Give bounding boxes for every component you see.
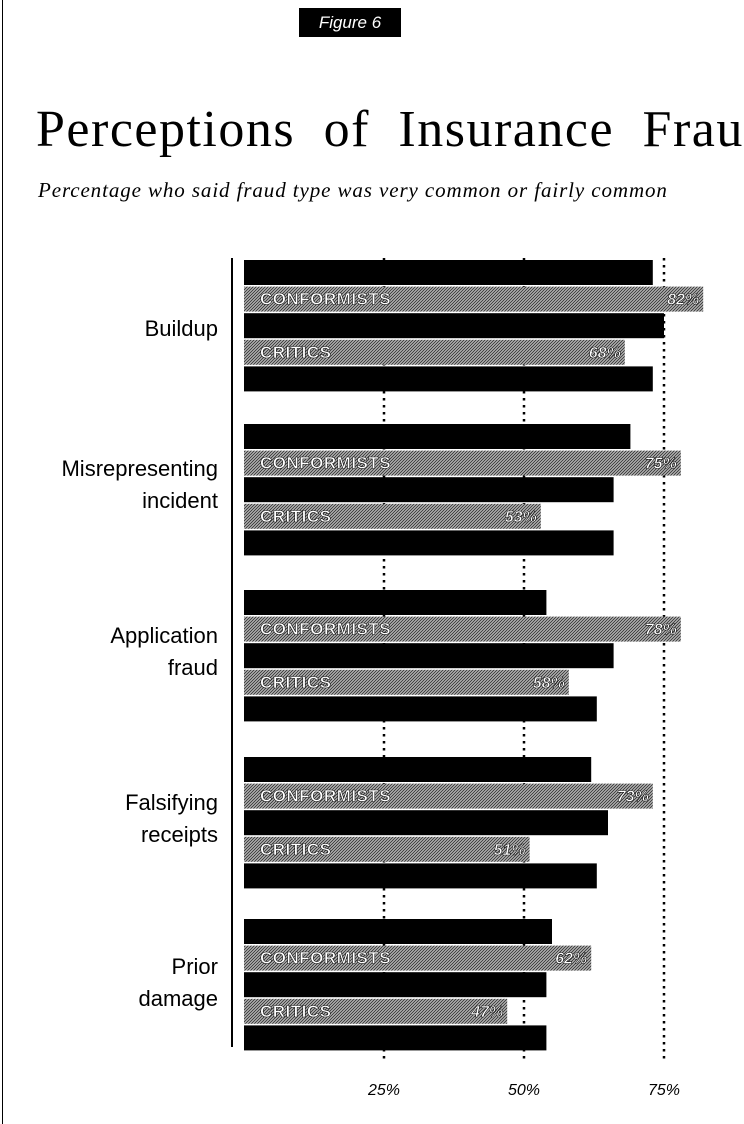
data-label: 51% [494, 842, 526, 859]
x-tick-label: 75% [648, 1082, 680, 1099]
data-label: 47% [470, 1004, 503, 1021]
data-label: 62% [555, 951, 587, 968]
x-tick-label: 50% [508, 1082, 540, 1099]
critics-bar [244, 669, 569, 695]
background-bar [244, 810, 608, 836]
background-bar [244, 477, 614, 503]
background-bar [244, 696, 597, 722]
data-label: 53% [505, 509, 537, 526]
data-label: 78% [645, 622, 677, 639]
conformists-bar [244, 616, 681, 642]
series-name-label: CRITICS [260, 840, 332, 859]
series-name-label: CONFORMISTS [260, 454, 391, 473]
critics-bar [244, 503, 541, 529]
series-name-label: CRITICS [260, 507, 332, 526]
background-bar [244, 1025, 547, 1051]
background-bar [244, 424, 631, 449]
data-label: 58% [533, 675, 565, 692]
background-bar [244, 757, 592, 782]
background-bar [244, 590, 547, 615]
series-name-label: CRITICS [260, 1002, 332, 1021]
data-label: 82% [667, 292, 699, 309]
series-name-label: CRITICS [260, 343, 332, 362]
category-label: Misrepresenting incident [61, 456, 218, 513]
x-tick-label: 25% [367, 1082, 400, 1099]
series-name-label: CONFORMISTS [260, 620, 391, 639]
series-name-label: CONFORMISTS [260, 290, 391, 309]
background-bar [244, 863, 597, 889]
series-name-label: CONFORMISTS [260, 787, 391, 806]
background-bar [244, 260, 653, 285]
category-label: Application fraud [110, 623, 218, 680]
left-frame-line [2, 0, 3, 1124]
data-label: 73% [617, 789, 649, 806]
background-bar [244, 972, 547, 998]
figure-label: Figure 6 [299, 8, 401, 37]
conformists-bar [244, 783, 653, 809]
chart-title: Perceptions of Insurance Fraud [36, 101, 744, 158]
conformists-bar [244, 450, 681, 476]
background-bar [244, 643, 614, 669]
category-label: Prior damage [138, 954, 218, 1011]
conformists-bar [244, 286, 704, 312]
background-bar [244, 530, 614, 556]
critics-bar [244, 339, 625, 365]
category-label: Falsifying receipts [125, 790, 218, 847]
series-name-label: CONFORMISTS [260, 949, 391, 968]
chart-subtitle: Percentage who said fraud type was very … [38, 178, 668, 202]
background-bar [244, 919, 552, 944]
conformists-bar [244, 945, 592, 971]
background-bar [244, 313, 664, 339]
critics-bar [244, 998, 508, 1024]
category-label: Buildup [144, 316, 218, 341]
data-label: 75% [645, 456, 677, 473]
series-name-label: CRITICS [260, 673, 332, 692]
data-label: 68% [589, 345, 621, 362]
critics-bar [244, 836, 530, 862]
background-bar [244, 366, 653, 392]
